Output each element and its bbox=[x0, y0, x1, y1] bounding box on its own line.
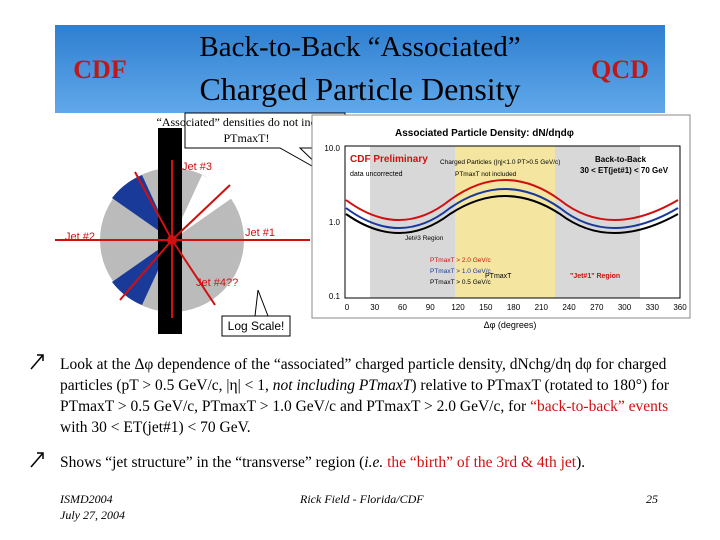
vertex bbox=[167, 235, 177, 245]
y-tick-label: 10.0 bbox=[324, 144, 340, 153]
figure: “Associated” densities do not include PT… bbox=[55, 112, 691, 337]
curve bbox=[345, 195, 679, 234]
text: Δφ dependence of the “associated” charge… bbox=[60, 356, 667, 394]
preliminary: CDF Preliminary bbox=[350, 154, 428, 165]
plot-title: Associated Particle Density: dN/dηdφ bbox=[395, 128, 574, 139]
callout-top: “Associated” densities do not include PT… bbox=[156, 115, 337, 145]
text: i.e. bbox=[364, 454, 384, 471]
text: Shows “jet structure” in the “transverse… bbox=[60, 454, 365, 471]
y-tick-label: 1.0 bbox=[329, 218, 341, 227]
footer-conference: ISMD2004 bbox=[60, 492, 113, 506]
legend-entry: PTmaxT > 1.0 GeV/c bbox=[430, 268, 492, 275]
selection: 30 < ET(jet#1) < 70 GeV bbox=[580, 166, 669, 175]
region-label: Jet#3 Region bbox=[405, 235, 444, 242]
bullet-icon bbox=[30, 354, 44, 370]
log-callout: Log Scale! bbox=[228, 319, 285, 333]
jet-label: Jet #4?? bbox=[196, 277, 238, 289]
x-tick-label: 60 bbox=[398, 303, 407, 312]
shade bbox=[455, 146, 555, 298]
x-tick-label: 30 bbox=[370, 303, 379, 312]
x-tick-label: 210 bbox=[535, 303, 549, 312]
title-line1: Back-to-Back “Associated” bbox=[199, 31, 521, 63]
curve bbox=[345, 188, 679, 229]
jet-arrows bbox=[55, 160, 310, 318]
footer-page: 25 bbox=[646, 492, 658, 506]
legend-entry: PTmaxT > 0.5 GeV/c bbox=[430, 279, 492, 286]
wedge bbox=[172, 175, 232, 240]
jet-label: Jet #1 bbox=[245, 227, 275, 239]
bullet-icon bbox=[30, 452, 44, 468]
x-tick-label: 360 bbox=[673, 303, 687, 312]
text: ) relative to PTmaxT (rotated to 180°) f… bbox=[60, 377, 670, 415]
x-tick-label: 300 bbox=[618, 303, 632, 312]
text: “back-to-back” events bbox=[530, 398, 669, 415]
note: data uncorrected bbox=[350, 171, 403, 178]
x-tick-label: 90 bbox=[426, 303, 435, 312]
axes bbox=[344, 145, 681, 299]
footer-date: July 27, 2004 bbox=[60, 508, 125, 522]
text: ). bbox=[576, 454, 586, 471]
bullet: Shows “jet structure” in the “transverse… bbox=[60, 452, 680, 473]
x-tick-label: 270 bbox=[590, 303, 604, 312]
text: not including PTmaxT bbox=[272, 377, 412, 394]
selection: Back-to-Back bbox=[595, 155, 647, 164]
text: Look at the bbox=[60, 356, 135, 373]
x-tick-label: 0 bbox=[345, 303, 350, 312]
legend-entry: PTmaxT > 2.0 GeV/c bbox=[430, 257, 492, 264]
x-tick-label: 150 bbox=[479, 303, 493, 312]
log-callout-shape bbox=[221, 289, 291, 337]
title-line2: Charged Particle Density bbox=[199, 71, 521, 107]
logo-right: QCD bbox=[591, 55, 649, 84]
transverse-bar bbox=[158, 128, 182, 334]
x-tick-label: 240 bbox=[562, 303, 576, 312]
x-tick-label: 120 bbox=[451, 303, 465, 312]
region-label: PTmaxT bbox=[485, 273, 512, 280]
curve bbox=[345, 179, 679, 221]
legend-title: Charged Particles (|η|<1.0 PT>0.5 GeV/c) bbox=[440, 159, 560, 166]
callout-box: “Associated” densities do not include PT… bbox=[156, 115, 337, 145]
legend-note: PTmaxT not included bbox=[455, 171, 517, 178]
text: with 30 < ET(jet#1) < 70 GeV. bbox=[60, 419, 251, 436]
wedge bbox=[112, 175, 172, 240]
x-tick-label: 330 bbox=[646, 303, 660, 312]
region-label: "Jet#1" Region bbox=[570, 273, 620, 280]
x-axis-label: Δφ (degrees) bbox=[484, 320, 537, 330]
jet-label: Jet #3 bbox=[182, 161, 212, 173]
footer-author: Rick Field - Florida/CDF bbox=[300, 492, 424, 506]
logo-left: CDF bbox=[73, 55, 127, 84]
text: the “birth” of the 3rd & 4th jet bbox=[387, 454, 577, 471]
title-banner: CDF QCD Back-to-Back “Associated” Charge… bbox=[55, 25, 665, 113]
jet-label: Jet #2 bbox=[65, 231, 95, 243]
x-tick-label: 180 bbox=[507, 303, 521, 312]
shade bbox=[555, 146, 640, 298]
shade bbox=[370, 146, 455, 298]
y-tick-label: 0.1 bbox=[329, 292, 341, 301]
bullet: Look at the Δφ dependence of the “associ… bbox=[60, 354, 680, 438]
